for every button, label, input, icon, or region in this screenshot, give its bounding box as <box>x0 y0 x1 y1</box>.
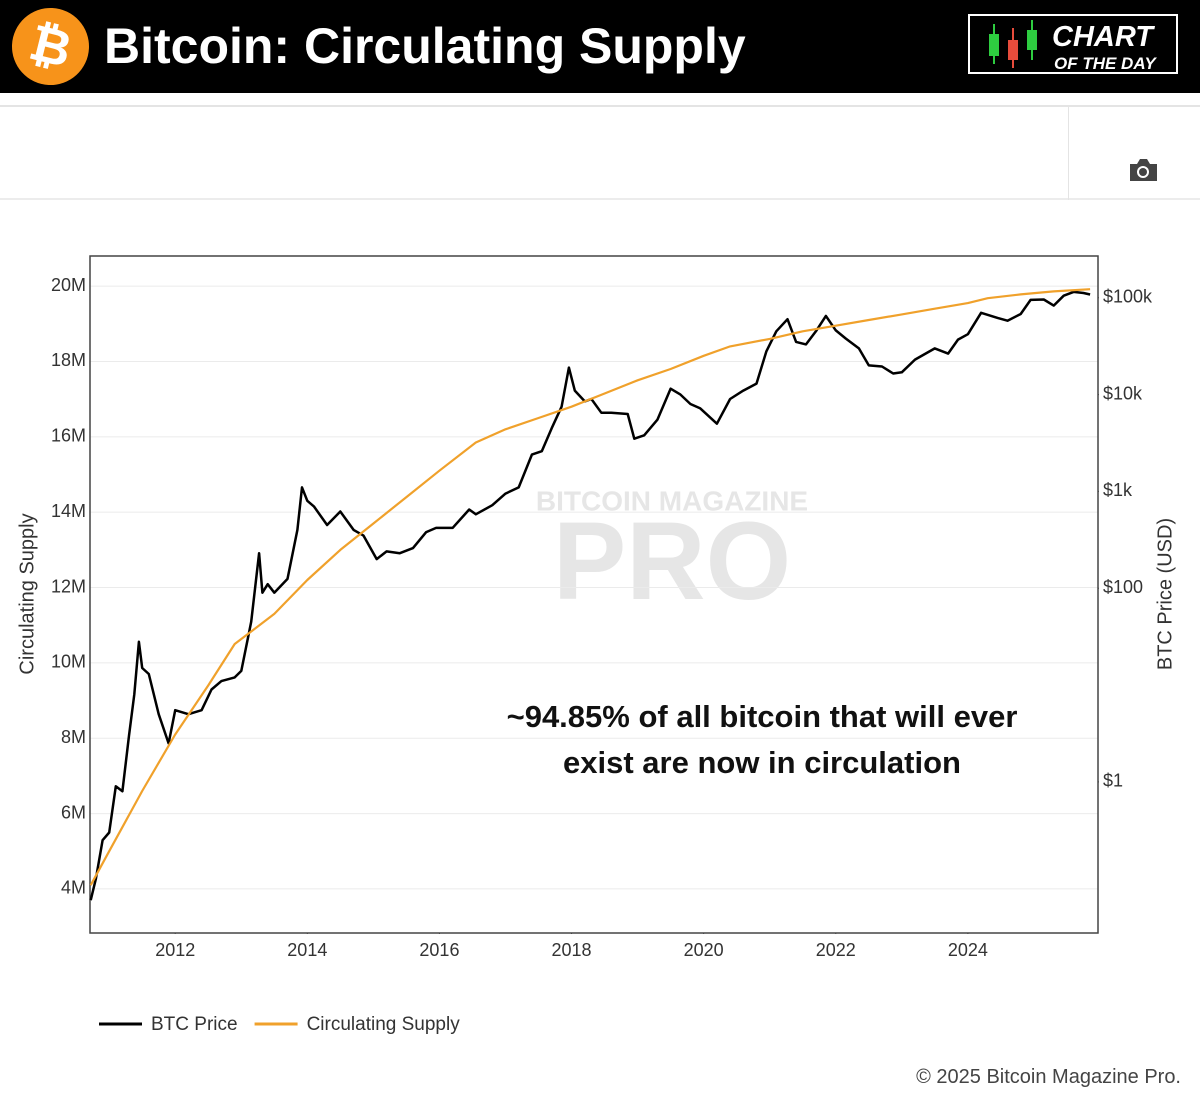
candles-icon <box>989 20 1037 68</box>
badge: CHART OF THE DAY <box>968 14 1178 74</box>
y2-tick-label: $10k <box>1103 383 1143 403</box>
y-tick-label: 20M <box>51 275 86 295</box>
y-tick-label: 14M <box>51 501 86 521</box>
logo: ₿ <box>3 0 98 94</box>
series-line <box>89 290 1091 901</box>
x-tick-label: 2022 <box>816 940 856 960</box>
y-tick-label: 18M <box>51 350 86 370</box>
legend-label: BTC Price <box>151 1014 238 1035</box>
legend-label: Circulating Supply <box>307 1014 461 1035</box>
watermark-main: PRO <box>553 500 791 623</box>
y-tick-label: 4M <box>61 878 86 898</box>
x-tick-label: 2012 <box>155 940 195 960</box>
x-tick-label: 2016 <box>419 940 459 960</box>
y-tick-label: 6M <box>61 802 86 822</box>
annotation: ~94.85% of all bitcoin that will ever ex… <box>506 699 1018 780</box>
y2-tick-label: $100 <box>1103 577 1143 597</box>
plot-frame <box>89 255 1099 934</box>
x-tick-label: 2020 <box>684 940 724 960</box>
page-title: Bitcoin: Circulating Supply <box>104 18 746 74</box>
y2-tick-label: $1k <box>1103 480 1133 500</box>
y-tick-label: 8M <box>61 727 86 747</box>
watermark-top: BITCOIN MAGAZINE <box>536 485 808 516</box>
header: ₿ Bitcoin: Circulating Supply CHART OF T… <box>0 0 1200 94</box>
y2-axis-title: BTC Price (USD) <box>1154 518 1176 670</box>
y-tick-label: 16M <box>51 426 86 446</box>
divider <box>1068 107 1069 200</box>
series-line <box>89 288 1091 886</box>
x-tick-label: 2018 <box>552 940 592 960</box>
x-tick-label: 2014 <box>287 940 327 960</box>
copyright: © 2025 Bitcoin Magazine Pro. <box>916 1066 1181 1088</box>
y-axis-title: Circulating Supply <box>16 513 38 674</box>
badge-line2: OF THE DAY <box>1054 54 1156 73</box>
y2-tick-label: $1 <box>1103 771 1123 791</box>
toolbar <box>0 105 1200 200</box>
x-tick-label: 2024 <box>948 940 988 960</box>
y-tick-label: 12M <box>51 576 86 596</box>
y-tick-label: 10M <box>51 652 86 672</box>
badge-line1: CHART <box>1052 21 1153 53</box>
y2-tick-label: $100k <box>1103 287 1153 307</box>
camera-button[interactable] <box>1128 157 1158 183</box>
